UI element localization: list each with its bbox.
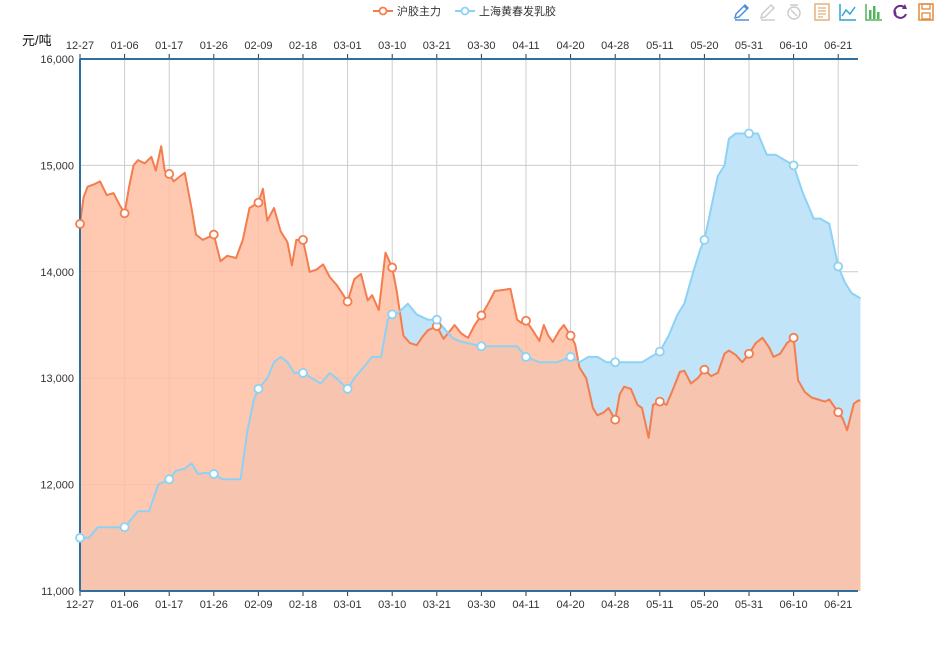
data-point-latex[interactable] <box>699 234 710 245</box>
x-tick-label-top: 01-17 <box>155 40 183 52</box>
x-tick-label-top: 03-30 <box>467 40 495 52</box>
series-line-latex <box>80 132 862 539</box>
x-tick-label-top: 01-06 <box>111 40 139 52</box>
legend-swatch-marker[interactable] <box>378 6 388 16</box>
x-tick-label: 02-18 <box>289 599 317 611</box>
series-markers <box>75 128 844 543</box>
x-tick-label-top: 06-21 <box>824 40 852 52</box>
save-image-icon[interactable] <box>916 2 936 24</box>
data-point-latex[interactable] <box>164 474 175 485</box>
x-tick-label-top: 05-31 <box>735 40 763 52</box>
x-tick-label-top: 02-18 <box>289 40 317 52</box>
legend-swatch-marker[interactable] <box>460 6 470 16</box>
data-point-latex[interactable] <box>298 367 308 378</box>
x-tick-label: 05-11 <box>646 599 673 611</box>
data-point-latex[interactable] <box>654 346 665 357</box>
data-point-hujiao[interactable] <box>833 407 844 418</box>
data-point-latex[interactable] <box>744 128 754 139</box>
legend[interactable]: 沪胶主力 上海黄春发乳胶 <box>373 4 556 18</box>
data-view-icon[interactable] <box>812 2 832 24</box>
data-point-hujiao[interactable] <box>75 219 85 229</box>
data-point-hujiao[interactable] <box>521 315 531 326</box>
legend-label[interactable]: 上海黄春发乳胶 <box>479 4 556 18</box>
x-tick-label: 12-27 <box>66 599 94 611</box>
data-point-hujiao[interactable] <box>476 310 487 321</box>
data-point-hujiao[interactable] <box>298 234 308 245</box>
data-point-hujiao[interactable] <box>744 348 754 359</box>
x-tick-label: 05-20 <box>690 599 718 611</box>
x-tick-label: 05-31 <box>735 599 763 611</box>
data-point-latex[interactable] <box>476 341 487 352</box>
restore-icon[interactable] <box>890 2 910 24</box>
x-tick-label-top: 04-20 <box>557 40 585 52</box>
x-tick-label: 04-11 <box>512 599 539 611</box>
y-tick-label: 12,000 <box>40 480 74 492</box>
x-tick-label: 02-09 <box>244 599 272 611</box>
data-point-hujiao[interactable] <box>208 229 219 240</box>
y-tick-label: 11,000 <box>41 586 74 598</box>
x-tick-label-top: 04-11 <box>512 40 539 52</box>
x-tick-label: 06-21 <box>824 599 852 611</box>
x-tick-label-top: 12-27 <box>66 40 94 52</box>
x-tick-label: 01-26 <box>200 599 228 611</box>
data-point-latex[interactable] <box>253 383 264 394</box>
x-tick-label: 06-10 <box>780 599 808 611</box>
data-point-hujiao[interactable] <box>788 332 799 343</box>
x-tick-label: 03-21 <box>423 599 451 611</box>
y-tick-label: 15,000 <box>40 160 74 172</box>
x-tick-label: 04-28 <box>601 599 629 611</box>
mark-icon[interactable] <box>732 2 752 24</box>
x-tick-label: 04-20 <box>557 599 585 611</box>
series-line-hujiao <box>79 145 861 439</box>
x-tick-label-top: 04-28 <box>601 40 629 52</box>
series-areas <box>79 132 862 591</box>
data-point-latex[interactable] <box>521 352 531 362</box>
bar-chart-icon[interactable] <box>864 2 884 24</box>
data-point-latex[interactable] <box>833 261 844 272</box>
data-point-latex[interactable] <box>431 314 442 325</box>
x-tick-label-top: 01-26 <box>200 40 228 52</box>
y-tick-label: 16,000 <box>40 54 74 66</box>
y-axis-label: 元/吨 <box>22 33 52 48</box>
x-tick-label: 01-17 <box>155 599 183 611</box>
x-tick-label-top: 05-20 <box>690 40 718 52</box>
x-tick-label-top: 06-10 <box>780 40 808 52</box>
x-tick-label: 03-01 <box>334 599 362 611</box>
data-point-latex[interactable] <box>119 522 130 533</box>
remove-mark-icon[interactable] <box>758 2 778 24</box>
area-hujiao <box>80 146 861 591</box>
data-point-latex[interactable] <box>565 352 576 362</box>
data-point-latex[interactable] <box>75 532 85 543</box>
axes: 11,000 12,000 13,000 14,000 15,000 16,000 12-2… <box>40 40 858 611</box>
x-tick-label: 03-10 <box>378 599 406 611</box>
y-tick-label: 13,000 <box>40 373 74 385</box>
x-tick-label-top: 02-09 <box>244 40 272 52</box>
y-tick-label: 14,000 <box>40 267 74 279</box>
data-point-hujiao[interactable] <box>565 330 576 341</box>
data-point-latex[interactable] <box>342 383 353 394</box>
clear-mark-icon[interactable] <box>784 2 804 24</box>
x-tick-label-top: 03-10 <box>378 40 406 52</box>
data-point-hujiao[interactable] <box>387 262 398 273</box>
x-tick-label-top: 03-21 <box>423 40 451 52</box>
legend-label[interactable]: 沪胶主力 <box>397 4 441 18</box>
data-point-hujiao[interactable] <box>342 296 353 307</box>
data-point-latex[interactable] <box>387 309 398 320</box>
x-tick-label: 01-06 <box>111 599 139 611</box>
data-point-hujiao[interactable] <box>253 197 264 208</box>
data-point-hujiao[interactable] <box>119 208 130 219</box>
data-point-hujiao[interactable] <box>654 396 665 407</box>
data-point-hujiao[interactable] <box>164 169 175 179</box>
line-chart-icon[interactable] <box>838 2 858 24</box>
data-point-latex[interactable] <box>208 469 219 479</box>
x-tick-label-top: 03-01 <box>334 40 362 52</box>
data-point-hujiao[interactable] <box>610 414 621 425</box>
x-tick-label-top: 05-11 <box>646 40 673 52</box>
data-point-latex[interactable] <box>788 160 799 171</box>
data-point-hujiao[interactable] <box>699 364 710 375</box>
data-point-latex[interactable] <box>610 357 621 368</box>
x-tick-label: 03-30 <box>467 599 495 611</box>
